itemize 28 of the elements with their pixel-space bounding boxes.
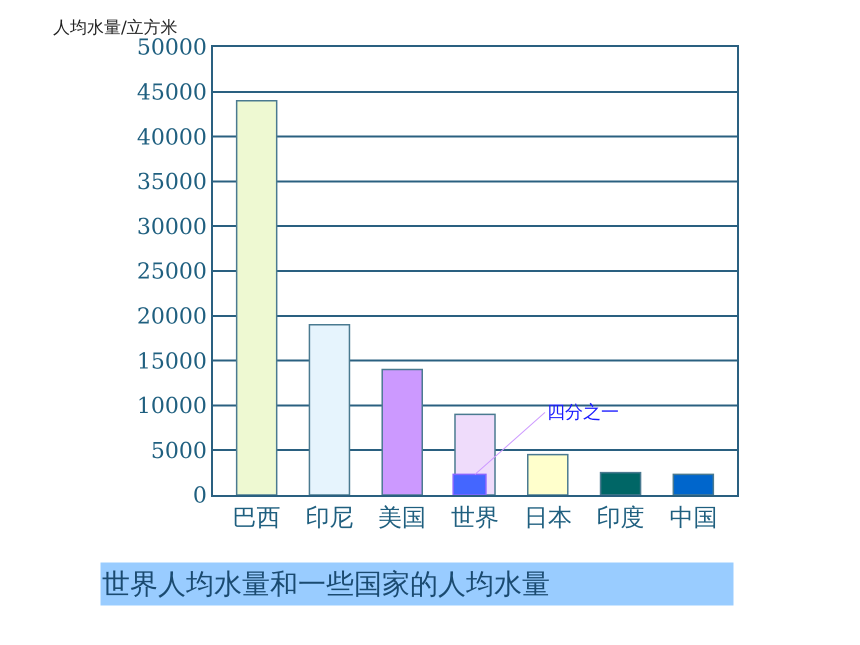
bar [672,474,714,495]
x-tick-label: 世界 [451,504,499,532]
y-tick-label: 5000 [150,438,207,464]
bar [308,324,350,495]
y-tick-label: 0 [192,484,207,509]
y-tick-label: 45000 [136,80,207,106]
x-tick-label: 日本 [524,504,572,532]
y-tick-label: 25000 [136,260,207,285]
y-tick-label: 20000 [136,304,207,330]
y-axis-title: 人均水量/立方米 [53,18,178,38]
bar [381,368,423,495]
x-tick-label: 巴西 [232,504,281,532]
y-tick-label: 30000 [136,214,207,240]
y-tick-label: 35000 [136,170,207,196]
x-tick-label: 印尼 [305,504,354,532]
x-tick-label: 中国 [669,504,718,532]
bar [452,474,487,495]
bar [600,472,642,495]
y-tick-label: 40000 [136,125,207,150]
y-tick-label: 10000 [136,394,207,420]
text: 世界人均水量和一些国家的人均水量 [102,568,550,600]
x-tick-label: 印度 [596,504,645,532]
y-tick-label: 15000 [136,349,207,374]
bar [527,454,569,495]
x-tick-label: 美国 [378,504,426,532]
annotation: 四分之一 [547,402,619,423]
bar [236,100,278,495]
y-tick-label: 50000 [136,36,207,61]
